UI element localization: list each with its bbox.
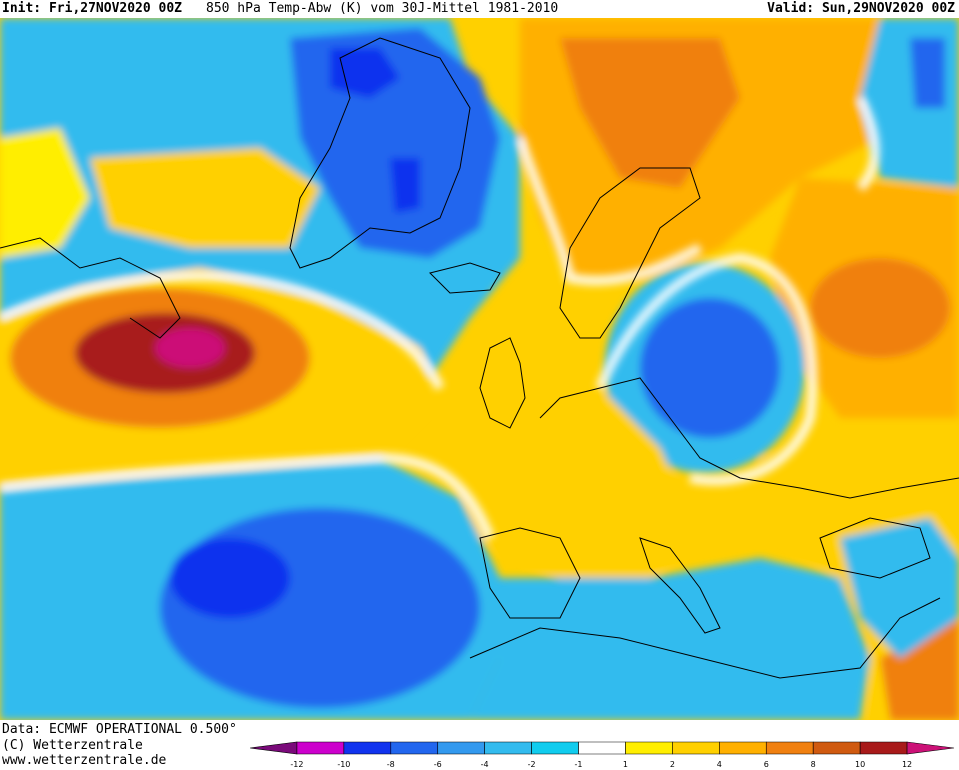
warm-peak-atlantic <box>155 328 225 368</box>
colorbar-segment <box>531 741 579 755</box>
colorbar-tick-label: 4 <box>717 760 722 769</box>
colorbar-segment <box>672 741 720 755</box>
coastline-scandinavia <box>559 167 701 339</box>
data-source-label: Data: ECMWF OPERATIONAL 0.500° <box>2 722 237 737</box>
colorbar-segment <box>719 741 767 755</box>
coastline-canada <box>0 237 181 339</box>
coastline-north-africa <box>469 597 941 679</box>
copyright-label: (C) Wetterzentrale <box>2 738 143 753</box>
colorbar-segment <box>250 741 298 755</box>
colorbar-segment <box>437 741 485 755</box>
colorbar-tick-label: -10 <box>337 760 350 769</box>
coastline-greenland <box>289 37 471 269</box>
colorbar-tick-label: -2 <box>528 760 536 769</box>
coastline-iceland <box>429 262 501 294</box>
warm-core-barents <box>560 38 740 188</box>
warm-strip-left <box>0 128 90 258</box>
cold-core-greenland-2 <box>390 158 420 213</box>
cold-core-central-europe <box>640 298 780 438</box>
colorbar-tick-label: -6 <box>434 760 442 769</box>
cold-core-atlantic-west <box>170 538 290 618</box>
valid-time: Valid: Sun,29NOV2020 00Z <box>767 1 955 16</box>
colorbar-tick-label: -8 <box>387 760 395 769</box>
colorbar-tick-label: 12 <box>902 760 912 769</box>
colorbar-segment <box>859 741 908 755</box>
colorbar-segment <box>578 741 626 755</box>
colorbar-tick-label: -4 <box>481 760 489 769</box>
temperature-anomaly-map <box>0 18 959 720</box>
colorbar-segment <box>812 741 861 755</box>
colorbar-tick-label: -1 <box>575 760 583 769</box>
cold-core-northeast <box>910 38 945 108</box>
colorbar-segment <box>484 741 532 755</box>
cold-core-greenland <box>330 48 400 98</box>
color-scale-legend: -12 -10 -8 -6 -4 -2 -1 1 2 4 6 8 10 12 <box>250 741 955 769</box>
colorbar-segment <box>296 741 345 755</box>
colorbar-tick-label: 10 <box>855 760 865 769</box>
warm-core-east <box>810 258 950 358</box>
coastline-europe <box>539 377 959 499</box>
colorbar-segment <box>625 741 673 755</box>
colorbar-tick-label: 8 <box>811 760 816 769</box>
coastline-british-isles <box>479 337 526 429</box>
warm-region-baffin <box>90 148 320 248</box>
anomaly-field <box>0 18 959 720</box>
cold-region-mediterranean <box>470 558 870 720</box>
map-title: 850 hPa Temp-Abw (K) vom 30J-Mittel 1981… <box>206 1 559 16</box>
init-time: Init: Fri,27NOV2020 00Z <box>2 1 183 16</box>
map-header: Init: Fri,27NOV2020 00Z 850 hPa Temp-Abw… <box>0 0 959 18</box>
coastlines <box>0 37 959 679</box>
colorbar-segment <box>765 741 814 755</box>
coastline-italy <box>639 537 721 634</box>
colorbar-tick-label: 1 <box>623 760 628 769</box>
coastline-iberia <box>479 527 581 619</box>
map-footer: Data: ECMWF OPERATIONAL 0.500° (C) Wette… <box>0 720 959 770</box>
warm-region-western-europe <box>440 388 700 578</box>
colorbar-tick-label: 6 <box>764 760 769 769</box>
coastline-black-sea <box>819 517 931 579</box>
near-zero-bands <box>0 95 880 540</box>
colorbar-segment <box>343 741 392 755</box>
colorbar-segment <box>906 741 955 755</box>
warm-core-southeast <box>880 618 959 720</box>
colorbar-tick-label: 2 <box>670 760 675 769</box>
cold-region-levant <box>840 518 959 658</box>
colorbar-tick-label: -12 <box>290 760 303 769</box>
website-label: www.wetterzentrale.de <box>2 753 167 768</box>
colorbar-segment <box>390 741 439 755</box>
